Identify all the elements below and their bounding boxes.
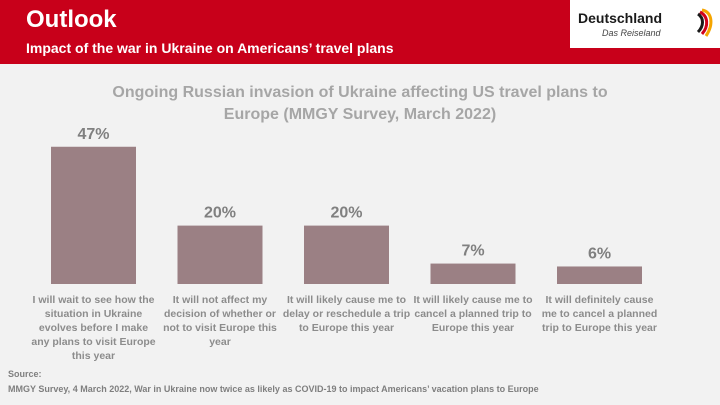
category-label-1: I will wait to see how the situation in U… [31, 294, 155, 362]
category-label-2: It will not affect my decision of whether… [163, 294, 277, 348]
value-label-2: 20% [204, 205, 236, 222]
logo: Deutschland Das Reiseland [570, 0, 720, 48]
bar-2 [177, 225, 263, 284]
source-text: MMGY Survey, 4 March 2022, War in Ukrain… [8, 384, 539, 394]
category-label-5: It will definitely cause me to cancel a p… [542, 294, 658, 334]
bar-4 [430, 263, 516, 284]
value-label-5: 6% [588, 245, 611, 262]
flag-swirl-icon [696, 8, 713, 37]
logo-wordmark: Deutschland [578, 10, 663, 26]
bar-3 [304, 225, 389, 284]
value-label-3: 20% [330, 205, 362, 222]
value-label-4: 7% [461, 243, 484, 260]
bar-1 [51, 146, 136, 284]
bar-5 [557, 266, 642, 284]
page-subtitle: Impact of the war in Ukraine on American… [26, 40, 394, 56]
page-title: Outlook [26, 6, 117, 33]
chart-title: Ongoing Russian invasion of Ukraine affe… [112, 84, 608, 123]
logo-tagline: Das Reiseland [602, 28, 661, 38]
source-label: Source: [8, 369, 42, 379]
header-bar: Outlook Impact of the war in Ukraine on … [0, 0, 720, 64]
category-label-4: It will likely cause me to cancel a plann… [413, 294, 532, 334]
category-label-3: It will likely cause me to delay or resch… [283, 294, 410, 334]
value-label-1: 47% [77, 126, 109, 143]
